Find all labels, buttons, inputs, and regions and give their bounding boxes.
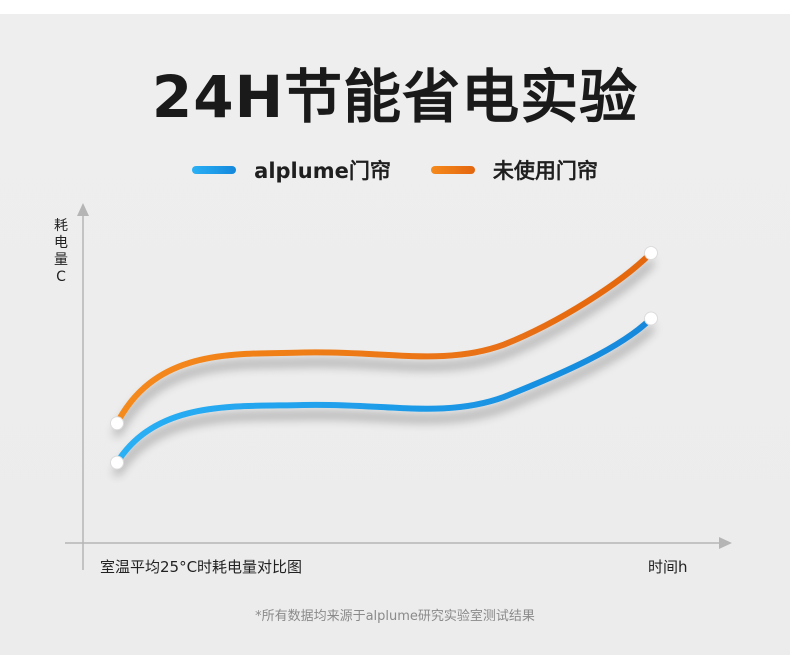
- axes: [65, 203, 732, 570]
- data-point-start: [110, 416, 124, 431]
- footnote: *所有数据均来源于alplume研究实验室测试结果: [255, 609, 535, 624]
- series-layer: [114, 250, 654, 466]
- legend: alplume门帘 未使用门帘: [0, 155, 790, 185]
- data-point-end: [644, 311, 658, 326]
- legend-label-alplume: alplume门帘: [254, 159, 391, 183]
- y-axis-label: 耗电量C: [54, 218, 68, 285]
- chart-title: 24H节能省电实验: [151, 63, 639, 131]
- legend-label-no-curtain: 未使用门帘: [492, 159, 598, 183]
- x-axis-label: 时间h: [648, 558, 688, 576]
- legend-swatch-orange: [430, 166, 475, 174]
- y-axis-arrow: [77, 203, 89, 216]
- points-layer: [110, 246, 658, 470]
- legend-swatch-blue: [192, 166, 237, 174]
- series-line-alplume: [114, 315, 654, 466]
- data-point-end: [644, 246, 658, 260]
- legend-item-alplume: alplume门帘: [192, 155, 391, 185]
- x-axis-arrow: [719, 537, 732, 549]
- chart-caption: 室温平均25°C时耗电量对比图: [100, 558, 303, 576]
- grid: [95, 235, 725, 535]
- legend-item-no-curtain: 未使用门帘: [430, 155, 598, 185]
- series-line-no-curtain: [114, 250, 654, 427]
- data-point-start: [110, 455, 124, 470]
